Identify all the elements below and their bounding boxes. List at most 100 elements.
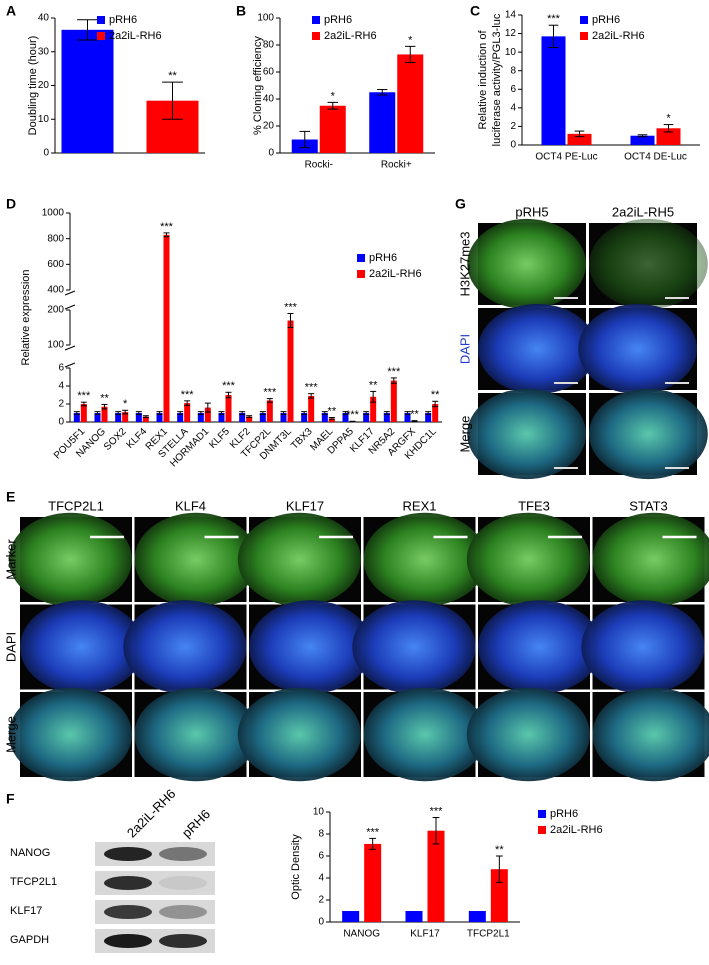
legend-swatch xyxy=(357,254,365,262)
micrograph xyxy=(581,600,704,694)
micrograph xyxy=(467,219,586,309)
legend-swatch xyxy=(538,810,546,818)
y-tick-label: 12 xyxy=(505,28,517,39)
y-tick-label: 20 xyxy=(38,80,50,91)
y-tick-label: 2 xyxy=(58,399,64,410)
y-tick-label: 14 xyxy=(505,10,517,21)
y-tick-label: 0 xyxy=(318,917,324,928)
bar xyxy=(406,911,423,922)
column-label: pRH5 xyxy=(515,204,548,219)
significance: * xyxy=(123,398,128,410)
axis-break xyxy=(65,363,75,367)
significance: *** xyxy=(387,366,401,378)
blot-band xyxy=(104,934,152,948)
micrograph xyxy=(578,304,697,394)
significance: * xyxy=(666,112,671,124)
bar xyxy=(320,106,346,153)
significance: *** xyxy=(77,390,91,402)
column-label: 2a2iL-RH5 xyxy=(612,204,674,219)
legend-label: 2a2iL-RH6 xyxy=(592,30,645,42)
scale-bar xyxy=(665,297,689,299)
bar xyxy=(391,381,397,422)
column-label: TFCP2L1 xyxy=(48,498,104,513)
significance: ** xyxy=(495,844,504,856)
y-tick-label: 0 xyxy=(268,148,274,159)
lane-label: pRH6 xyxy=(179,806,213,840)
bar xyxy=(364,844,381,922)
blot-row-label: GAPDH xyxy=(10,934,49,946)
y-axis-label: Relative expression xyxy=(20,270,32,366)
micrograph xyxy=(467,688,590,782)
bar xyxy=(542,36,566,145)
panel-letter: B xyxy=(236,3,246,19)
legend-label: 2a2iL-RH6 xyxy=(324,30,377,42)
y-tick-label: 4 xyxy=(510,102,516,113)
bar xyxy=(267,400,273,422)
panel-letter: E xyxy=(6,489,15,505)
x-tick-label: KLF17 xyxy=(410,929,440,940)
blot-row-label: NANOG xyxy=(10,847,50,859)
significance: ** xyxy=(369,379,378,391)
blot-band xyxy=(159,847,207,861)
micrograph xyxy=(352,600,475,694)
row-label: Marker xyxy=(3,539,18,580)
blot-row-label: KLF17 xyxy=(10,905,42,917)
x-tick-label: TFCP2L1 xyxy=(467,929,510,940)
y-tick-label: 6 xyxy=(58,363,64,374)
y-tick-label: 6 xyxy=(510,84,516,95)
y-tick-label: 200 xyxy=(47,305,64,316)
significance: *** xyxy=(430,805,444,817)
column-label: TFE3 xyxy=(518,498,550,513)
micrograph xyxy=(9,513,132,607)
significance: * xyxy=(408,34,413,46)
significance: ** xyxy=(100,392,109,404)
significance: *** xyxy=(263,387,277,399)
x-tick-label: OCT4 DE-Luc xyxy=(624,152,687,163)
blot-band xyxy=(159,905,207,919)
legend-label: pRH6 xyxy=(369,252,397,264)
significance: *** xyxy=(160,221,174,233)
significance: ** xyxy=(168,70,177,82)
micrograph xyxy=(467,513,590,607)
lane-label: 2a2iL-RH6 xyxy=(124,786,179,841)
legend-swatch xyxy=(580,32,588,40)
y-tick-label: 80 xyxy=(263,40,275,51)
blot-band xyxy=(104,905,152,919)
y-tick-label: 40 xyxy=(38,13,50,24)
bar xyxy=(369,92,395,153)
micrograph xyxy=(589,219,708,309)
bar xyxy=(342,911,359,922)
axis-break xyxy=(65,291,75,295)
row-label: DAPI xyxy=(457,334,472,364)
legend-swatch xyxy=(97,16,105,24)
bar xyxy=(226,395,232,422)
column-label: STAT3 xyxy=(629,498,668,513)
legend-label: pRH6 xyxy=(109,14,137,26)
y-tick-label: 2 xyxy=(318,895,324,906)
bar xyxy=(164,235,170,422)
row-label: Merge xyxy=(3,716,18,753)
legend-swatch xyxy=(312,32,320,40)
y-tick-label: 1000 xyxy=(42,208,65,219)
micrograph xyxy=(123,600,246,694)
scale-bar xyxy=(554,382,578,384)
blot-band xyxy=(104,847,152,861)
column-label: KLF17 xyxy=(286,498,324,513)
scale-bar xyxy=(665,382,689,384)
x-tick-label: SOX2 xyxy=(102,426,129,453)
x-tick-label: Rocki+ xyxy=(381,160,412,171)
significance: *** xyxy=(305,382,319,394)
y-axis-label: Relative induction of xyxy=(477,30,489,130)
legend-label: pRH6 xyxy=(592,14,620,26)
blot-band xyxy=(104,876,152,890)
y-axis-label: luciferase activity/PGL3-luc xyxy=(491,13,503,146)
legend-label: pRH6 xyxy=(550,808,578,820)
y-tick-label: 4 xyxy=(58,381,64,392)
significance: *** xyxy=(222,380,236,392)
significance: ** xyxy=(431,389,440,401)
row-label: DAPI xyxy=(3,632,18,662)
y-tick-label: 6 xyxy=(318,851,324,862)
error-bar xyxy=(412,421,418,422)
y-tick-label: 600 xyxy=(47,259,64,270)
bar xyxy=(81,404,87,422)
